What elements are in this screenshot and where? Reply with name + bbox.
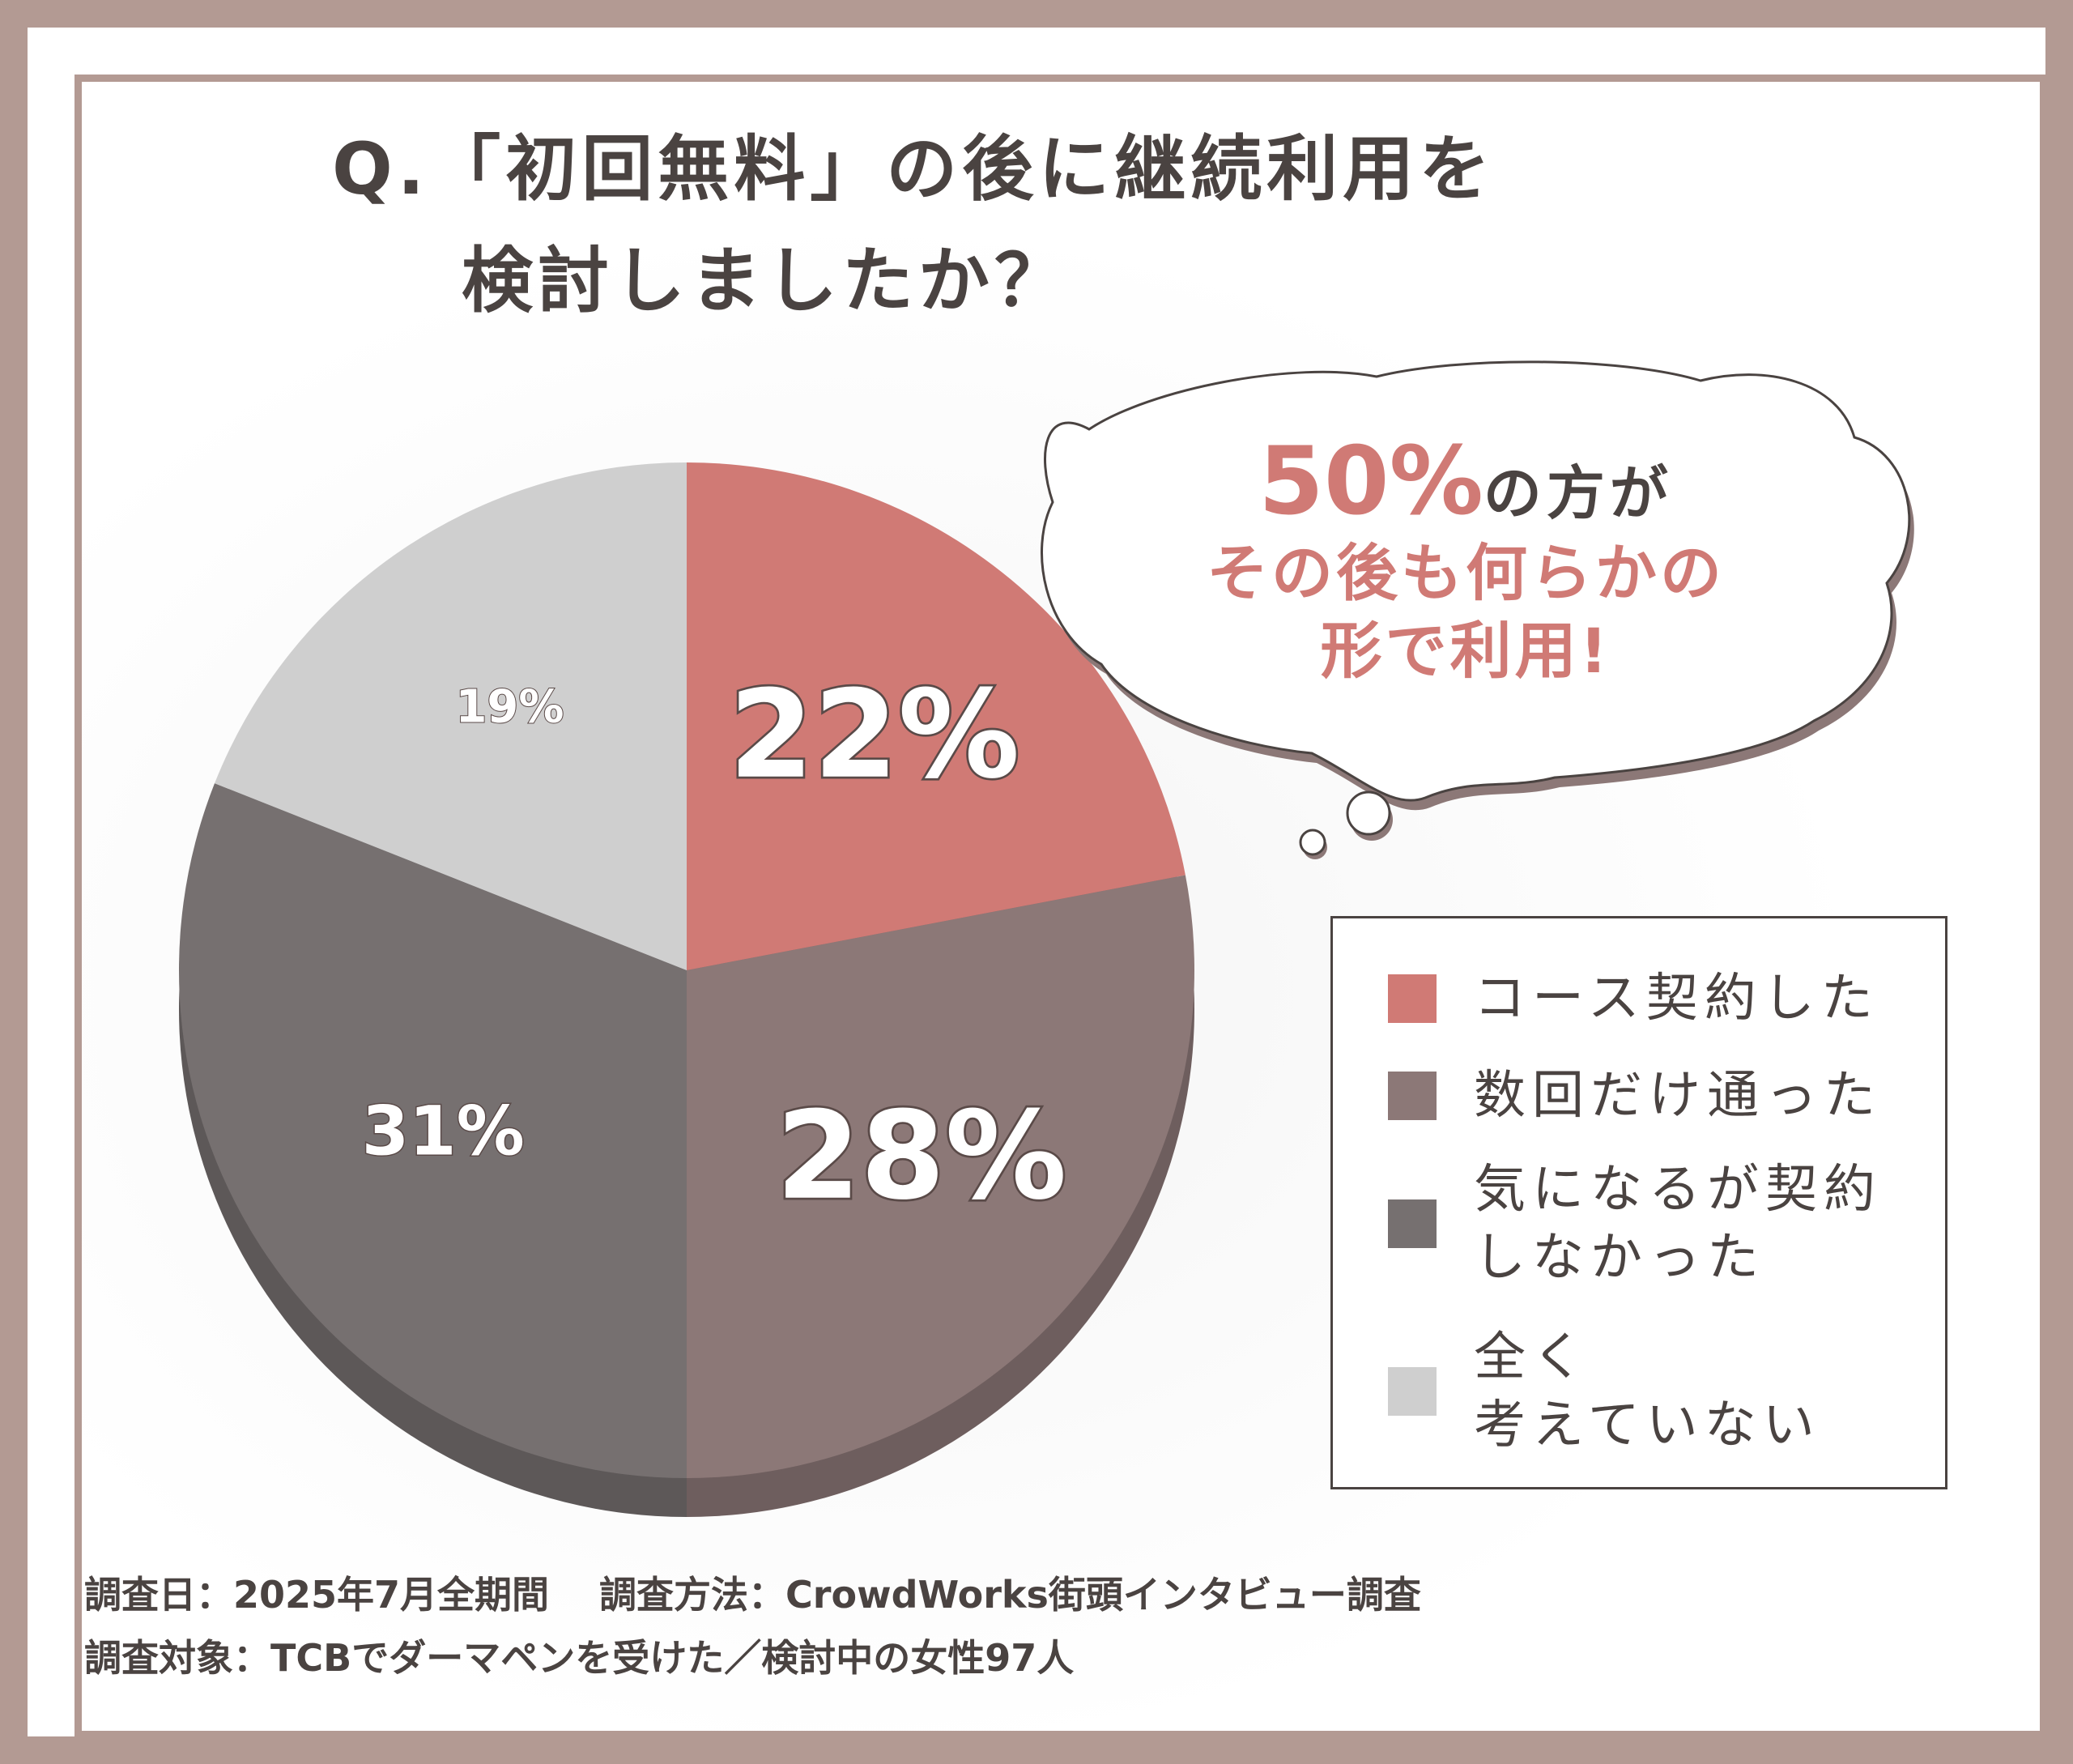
question-title: Q.「初回無料」の後に継続利用を 検討しましたか？ — [332, 113, 1790, 337]
pie-slice-label: 31% — [362, 1091, 525, 1170]
legend-label: 全く 考えていない — [1474, 1327, 1821, 1455]
pie-slices — [178, 462, 1194, 1478]
callout-headline: 50%の方が — [1045, 429, 1887, 535]
pie-slice — [215, 462, 687, 970]
legend-swatch — [1388, 974, 1437, 1023]
bubble-dot-small — [1299, 829, 1326, 856]
legend-label: 数回だけ通った — [1474, 1066, 1882, 1126]
pie-slice-label: 19% — [455, 681, 564, 734]
legend-swatch — [1388, 1367, 1437, 1416]
pie-slice-label: 22% — [729, 665, 1019, 806]
survey-footnote: 調査日：2025年7月全期間 調査方法：CrowdWorks街頭インタビュー調査… — [84, 1563, 1421, 1689]
legend-item-few-visits: 数回だけ通った — [1388, 1062, 1882, 1130]
question-line-1: Q.「初回無料」の後に継続利用を — [332, 127, 1496, 211]
survey-info-line-2: 調査対象：TCBでダーマペンを受けた／検討中の女性97人 — [84, 1636, 1075, 1680]
callout-line-3: 形で利用! — [1320, 615, 1611, 687]
pie-labels: 22% 28% 31% 19% — [360, 663, 1069, 1229]
legend-item-interested-no-contract: 気になるが契約 しなかった — [1388, 1156, 1882, 1292]
pie-slice — [687, 875, 1194, 1478]
legend-label: コース契約した — [1474, 969, 1879, 1029]
pie-slice — [687, 462, 1185, 970]
pie-slice — [178, 783, 687, 1478]
survey-info-line-1: 調査日：2025年7月全期間 調査方法：CrowdWorks街頭インタビュー調査 — [84, 1573, 1421, 1617]
question-line-2: 検討しましたか？ — [462, 239, 1071, 322]
bubble-body — [1041, 360, 1911, 802]
legend-label: 気になるが契約 しなかった — [1474, 1160, 1882, 1288]
callout-text: 50%の方が その後も何らかの 形で利用! — [1045, 429, 1887, 690]
callout-line-2: その後も何らかの — [1207, 537, 1725, 609]
callout-percent-suffix: の方が — [1483, 459, 1673, 527]
legend: コース契約した 数回だけ通った 気になるが契約 しなかった 全く 考えていない — [1330, 916, 1947, 1489]
legend-swatch — [1388, 1072, 1437, 1120]
legend-item-not-considered: 全く 考えていない — [1388, 1323, 1821, 1459]
callout-percent: 50% — [1258, 427, 1483, 536]
thought-bubble — [1041, 360, 1914, 859]
legend-swatch — [1388, 1199, 1437, 1248]
pie-slice-label: 28% — [776, 1086, 1066, 1227]
bubble-dot-large — [1346, 790, 1391, 836]
legend-item-course-contract: コース契約した — [1388, 965, 1879, 1033]
